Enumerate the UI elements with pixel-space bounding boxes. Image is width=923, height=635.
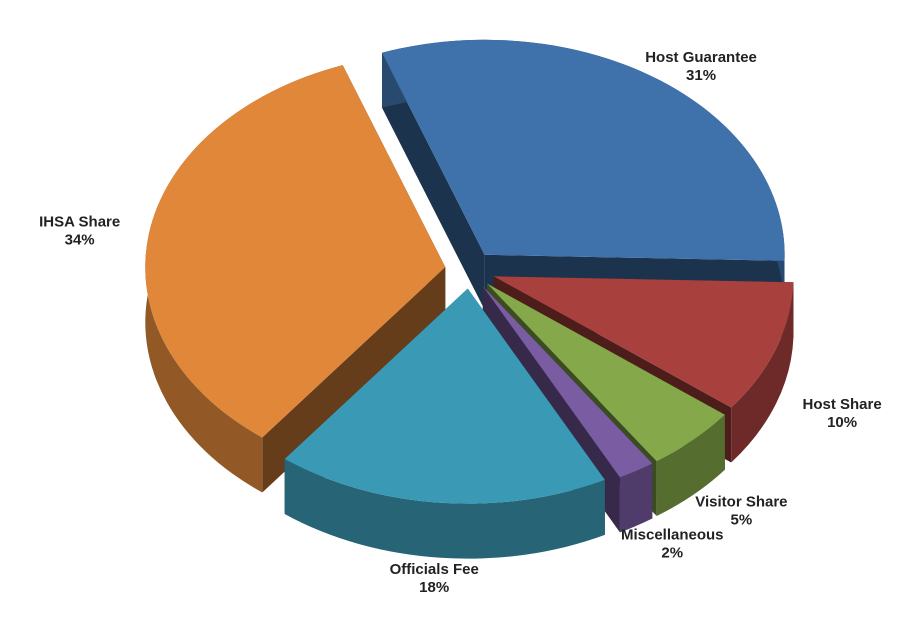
pie-slice — [482, 286, 653, 478]
pie-slice — [487, 283, 725, 462]
slice-label: Officials Fee — [390, 561, 479, 578]
slice-side-wall — [262, 267, 446, 493]
slice-label: Host Share — [803, 396, 882, 413]
slice-value-label: 31% — [686, 67, 716, 84]
slice-side-wall — [382, 52, 485, 310]
slice-value-label: 5% — [731, 512, 753, 529]
pie-slice — [382, 39, 785, 261]
slice-value-label: 2% — [661, 545, 683, 562]
slice-outer-wall — [284, 459, 605, 559]
pie-slice-group — [284, 288, 605, 559]
pie-slice — [284, 288, 605, 504]
slice-value-label: 10% — [827, 414, 857, 431]
slice-outer-wall — [656, 414, 725, 517]
slice-label: Visitor Share — [695, 494, 787, 511]
slice-label: IHSA Share — [39, 214, 120, 231]
pie-slice — [493, 276, 794, 408]
slice-outer-wall — [619, 463, 653, 533]
slice-outer-wall — [731, 282, 794, 463]
slice-label: Miscellaneous — [621, 527, 724, 544]
slice-value-label: 34% — [65, 232, 95, 249]
slice-label: Host Guarantee — [645, 49, 757, 66]
slice-value-label: 18% — [419, 579, 449, 596]
pie-slice-group — [145, 65, 446, 493]
pie-slice — [145, 65, 446, 438]
